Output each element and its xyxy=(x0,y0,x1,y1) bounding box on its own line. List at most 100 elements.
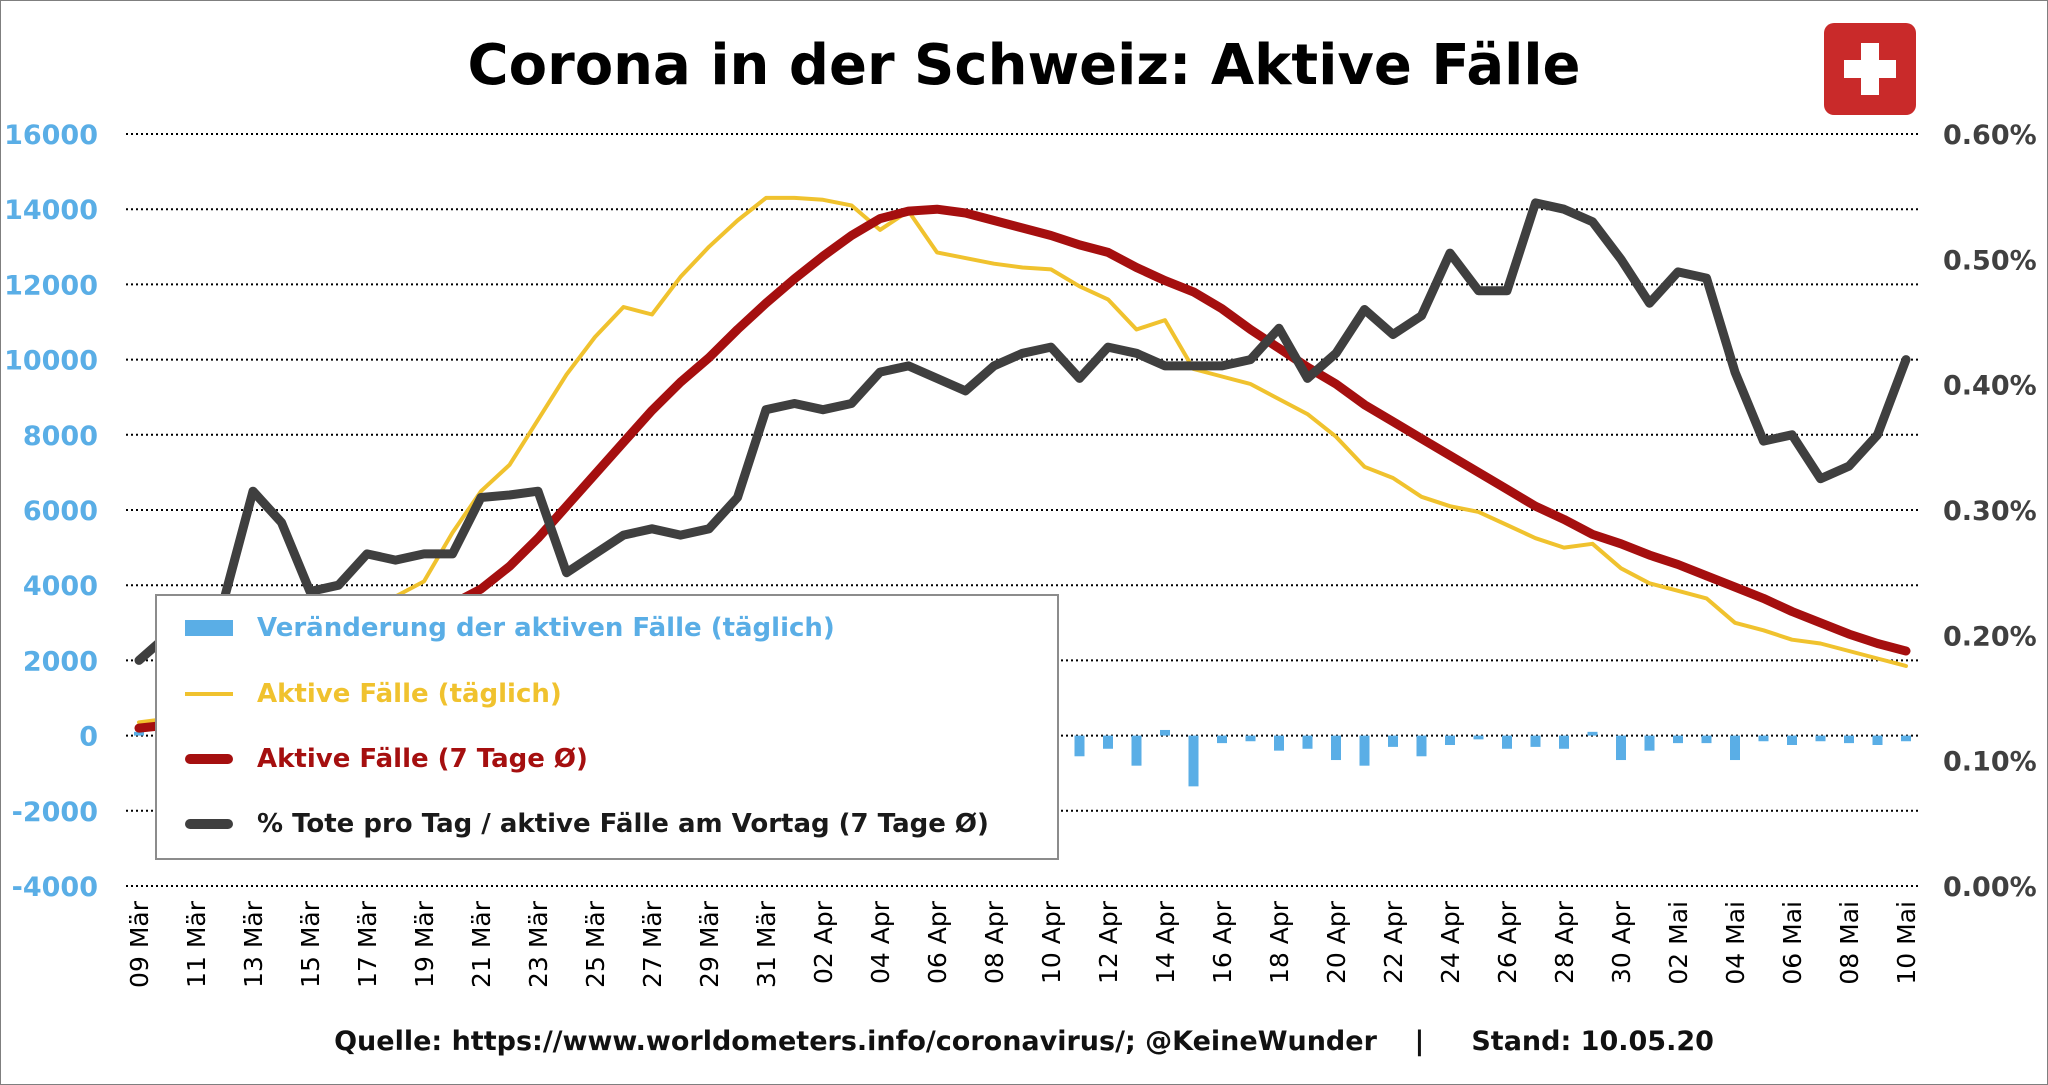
left-axis-tick-label: 4000 xyxy=(23,571,98,602)
bar-delta xyxy=(1160,729,1170,736)
legend-swatch-delta xyxy=(185,620,233,636)
bar-delta xyxy=(1502,735,1512,749)
right-axis-tick-label: 0.60% xyxy=(1943,120,2037,151)
bar-delta xyxy=(1844,735,1854,744)
line-death-rate xyxy=(134,198,1911,665)
x-axis-tick-label: 04 Mai xyxy=(1721,901,1750,985)
bar-delta xyxy=(1217,735,1227,744)
legend-label-active-avg: Aktive Fälle (7 Tage Ø) xyxy=(257,744,588,774)
left-axis-ticks: -4000 -2000 0 2000 4000 6000 8000 10000 12000 140… xyxy=(4,120,98,903)
bar-delta xyxy=(1103,735,1113,749)
right-axis-tick-label: 0.30% xyxy=(1943,496,2037,527)
x-axis-tick-label: 09 Mär xyxy=(125,900,154,988)
bar-delta xyxy=(1131,735,1142,766)
right-axis-tick-label: 0.10% xyxy=(1943,747,2037,778)
left-axis-tick-label: 2000 xyxy=(23,646,98,677)
x-axis-tick-label: 24 Apr xyxy=(1436,900,1465,984)
bar-delta xyxy=(1559,735,1569,749)
x-axis-tick-label: 13 Mär xyxy=(239,900,268,988)
legend-label-death-rate: % Tote pro Tag / aktive Fälle am Vortag … xyxy=(257,809,989,839)
right-axis-tick-label: 0.00% xyxy=(1943,872,2037,903)
x-axis-tick-label: 11 Mär xyxy=(182,900,211,988)
swiss-flag-icon xyxy=(1824,23,1916,115)
x-axis-tick-label: 29 Mär xyxy=(695,900,724,988)
left-axis-tick-label: 10000 xyxy=(4,346,98,377)
x-axis-tick-label: 15 Mär xyxy=(296,900,325,988)
bar-delta xyxy=(1331,735,1341,761)
bar-delta xyxy=(1245,735,1256,742)
legend-label-active-daily: Aktive Fälle (täglich) xyxy=(257,679,562,709)
x-axis-ticks: 09 Mär 11 Mär 13 Mär 15 Mär 17 Mär 19 Mär 21 M… xyxy=(125,900,1921,988)
bar-delta xyxy=(1274,735,1284,751)
left-axis-tick-label: -4000 xyxy=(12,872,98,903)
x-axis-tick-label: 20 Apr xyxy=(1322,900,1351,984)
x-axis-tick-label: 10 Apr xyxy=(1037,900,1066,984)
x-axis-tick-label: 22 Apr xyxy=(1379,900,1408,984)
bar-delta xyxy=(1787,735,1797,745)
bar-delta xyxy=(1074,735,1085,757)
bar-delta xyxy=(1901,735,1911,742)
x-axis-tick-label: 25 Mär xyxy=(581,900,610,988)
legend-item-death-rate: % Tote pro Tag / aktive Fälle am Vortag … xyxy=(185,804,989,844)
bar-delta xyxy=(1188,735,1199,787)
right-axis-tick-label: 0.20% xyxy=(1943,621,2037,652)
legend-label-delta: Veränderung der aktiven Fälle (täglich) xyxy=(257,613,835,643)
right-axis-tick-label: 0.50% xyxy=(1943,245,2037,276)
legend-swatch-death-rate xyxy=(185,819,233,829)
x-axis-tick-label: 16 Apr xyxy=(1208,900,1237,984)
x-axis-tick-label: 04 Apr xyxy=(866,900,895,984)
bar-delta xyxy=(1701,735,1712,744)
bar-delta xyxy=(1644,735,1655,751)
line-active-daily xyxy=(137,195,1908,725)
x-axis-tick-label: 28 Apr xyxy=(1550,900,1579,984)
x-axis-tick-label: 08 Apr xyxy=(980,900,1009,984)
x-axis-tick-label: 26 Apr xyxy=(1493,900,1522,984)
bar-delta xyxy=(1673,735,1683,744)
x-axis-tick-label: 19 Mär xyxy=(410,900,439,988)
left-axis-tick-label: 12000 xyxy=(4,270,98,301)
x-axis-tick-label: 02 Mai xyxy=(1664,901,1693,985)
x-axis-tick-label: 31 Mär xyxy=(752,900,781,988)
legend-item-delta: Veränderung der aktiven Fälle (täglich) xyxy=(185,608,835,648)
x-axis-tick-label: 21 Mär xyxy=(467,900,496,988)
x-axis-tick-label: 12 Apr xyxy=(1094,900,1123,984)
flag-cross-horizontal xyxy=(1844,60,1896,78)
legend-item-active-avg: Aktive Fälle (7 Tage Ø) xyxy=(185,739,588,779)
left-axis-tick-label: 0 xyxy=(79,722,98,753)
x-axis-tick-label: 02 Apr xyxy=(809,900,838,984)
chart-title: Corona in der Schweiz: Aktive Fälle xyxy=(467,33,1581,98)
x-axis-tick-label: 27 Mär xyxy=(638,900,667,988)
x-axis-tick-label: 23 Mär xyxy=(524,900,553,988)
x-axis-tick-label: 06 Apr xyxy=(923,900,952,984)
bar-delta xyxy=(134,731,144,736)
left-axis-tick-label: -2000 xyxy=(12,797,98,828)
bar-delta xyxy=(1302,735,1313,749)
bar-delta xyxy=(1730,735,1740,761)
bar-delta xyxy=(1359,735,1370,766)
x-axis-tick-label: 18 Apr xyxy=(1265,900,1294,984)
right-axis-ticks: 0.00% 0.10% 0.20% 0.30% 0.40% 0.50% 0.60% xyxy=(1943,120,2037,903)
left-axis-tick-label: 16000 xyxy=(4,120,98,151)
bar-delta xyxy=(1416,735,1427,757)
bar-delta xyxy=(1388,735,1398,747)
x-axis-tick-label: 14 Apr xyxy=(1151,900,1180,984)
bar-delta xyxy=(1587,731,1598,736)
x-axis-tick-label: 10 Mai xyxy=(1892,901,1921,985)
bar-delta xyxy=(1815,735,1826,742)
legend-swatch-active-daily xyxy=(185,692,233,696)
right-axis-tick-label: 0.40% xyxy=(1943,371,2037,402)
x-axis-tick-label: 30 Apr xyxy=(1607,900,1636,984)
x-axis-tick-label: 17 Mär xyxy=(353,900,382,988)
legend-item-active-daily: Aktive Fälle (täglich) xyxy=(185,674,562,714)
x-axis-tick-label: 06 Mai xyxy=(1778,901,1807,985)
bar-delta xyxy=(1758,735,1769,742)
x-axis-tick-label: 08 Mai xyxy=(1835,901,1864,985)
bar-delta xyxy=(1616,735,1626,761)
legend-swatch-active-avg xyxy=(185,754,233,764)
bar-delta xyxy=(1530,735,1541,747)
left-axis-tick-label: 14000 xyxy=(4,195,98,226)
bar-delta xyxy=(1445,735,1455,745)
bar-delta xyxy=(1872,735,1883,745)
